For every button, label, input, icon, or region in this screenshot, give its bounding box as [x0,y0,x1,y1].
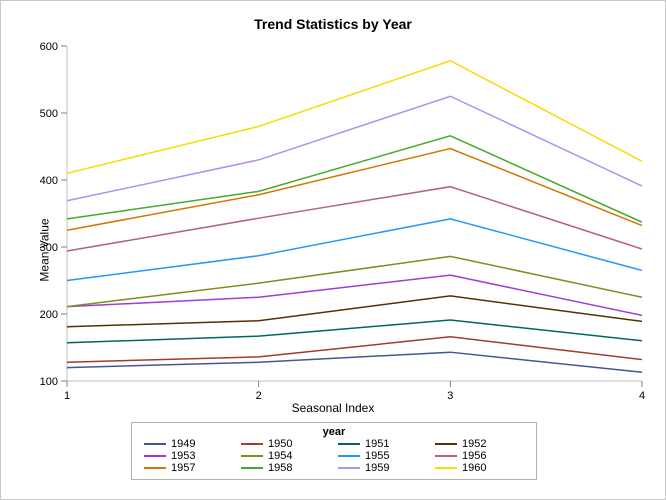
legend-swatch [338,467,360,469]
svg-text:300: 300 [40,242,58,254]
legend-item: 1952 [431,438,528,450]
legend-items: 1949 1950 1951 1952 1953 1954 1955 1956 1957 1958… [140,438,528,474]
legend-item: 1954 [237,450,334,462]
svg-text:200: 200 [40,309,58,321]
svg-text:400: 400 [40,175,58,187]
legend-swatch [435,443,457,445]
legend-label: 1953 [171,450,195,462]
legend: year 1949 1950 1951 1952 1953 1954 1955 1956 195… [131,422,537,480]
legend-label: 1958 [268,462,292,474]
legend-label: 1959 [365,462,389,474]
chart-container: Trend Statistics by Year Mean Value 1002… [0,0,666,500]
svg-text:4: 4 [639,390,645,401]
legend-label: 1960 [462,462,486,474]
legend-title: year [140,426,528,438]
svg-text:500: 500 [40,108,58,120]
svg-text:600: 600 [40,41,58,53]
legend-label: 1952 [462,438,486,450]
legend-label: 1957 [171,462,195,474]
svg-text:3: 3 [447,390,453,401]
legend-label: 1955 [365,450,389,462]
legend-swatch [144,467,166,469]
legend-swatch [144,443,166,445]
legend-item: 1953 [140,450,237,462]
legend-item: 1949 [140,438,237,450]
legend-label: 1949 [171,438,195,450]
legend-item: 1955 [334,450,431,462]
plot-area: 100 200 300 400 500 600 1 2 3 4 [1,1,666,401]
legend-swatch [435,455,457,457]
legend-item: 1950 [237,438,334,450]
legend-swatch [338,443,360,445]
legend-swatch [241,443,263,445]
legend-label: 1951 [365,438,389,450]
legend-item: 1951 [334,438,431,450]
legend-swatch [435,467,457,469]
svg-text:100: 100 [40,376,58,388]
legend-swatch [241,455,263,457]
legend-item: 1960 [431,462,528,474]
legend-item: 1956 [431,450,528,462]
legend-label: 1954 [268,450,292,462]
legend-item: 1957 [140,462,237,474]
legend-item: 1959 [334,462,431,474]
legend-label: 1956 [462,450,486,462]
legend-swatch [338,455,360,457]
legend-swatch [144,455,166,457]
svg-text:1: 1 [64,390,70,401]
legend-item: 1958 [237,462,334,474]
svg-text:2: 2 [256,390,262,401]
legend-swatch [241,467,263,469]
legend-label: 1950 [268,438,292,450]
x-axis-label: Seasonal Index [1,401,665,415]
